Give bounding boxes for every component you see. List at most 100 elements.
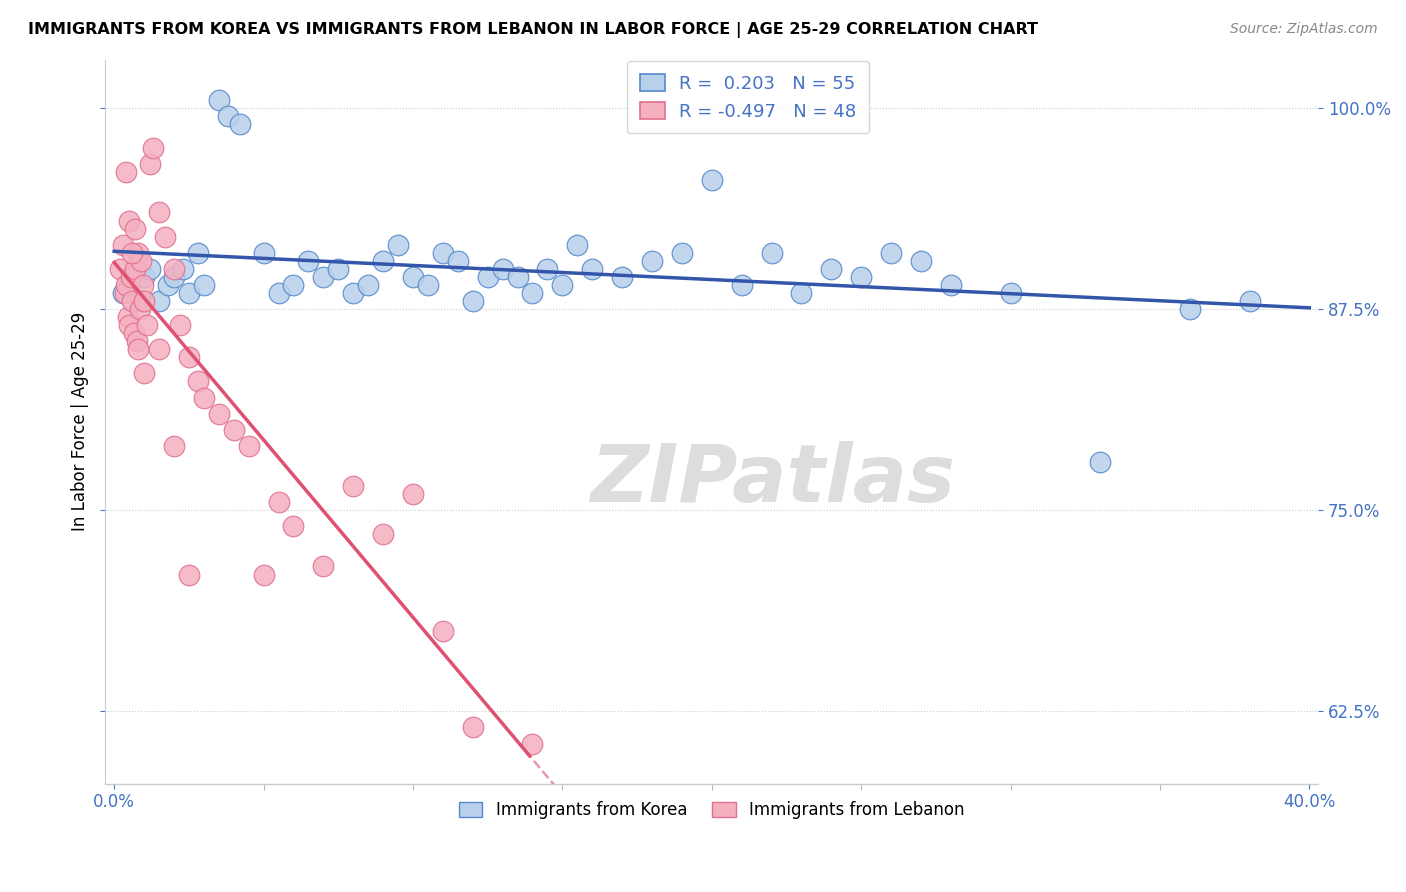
Point — [163, 269, 186, 284]
Point — [536, 261, 558, 276]
Point — [283, 277, 305, 292]
Point — [641, 253, 664, 268]
Point — [124, 261, 146, 276]
Point — [880, 245, 903, 260]
Point — [108, 261, 131, 276]
Point — [132, 293, 155, 308]
Point — [1088, 455, 1111, 469]
Point — [522, 285, 544, 300]
Point — [112, 285, 135, 300]
Point — [939, 277, 962, 292]
Point — [193, 277, 215, 292]
Point — [581, 261, 603, 276]
Point — [849, 269, 872, 284]
Point — [297, 253, 319, 268]
Point — [461, 720, 484, 734]
Point — [208, 407, 231, 421]
Point — [551, 277, 574, 292]
Point — [432, 624, 454, 638]
Point — [208, 93, 231, 107]
Point — [820, 261, 842, 276]
Point — [700, 173, 723, 187]
Point — [283, 519, 305, 533]
Point — [187, 245, 209, 260]
Point — [402, 269, 425, 284]
Point — [118, 277, 141, 292]
Point — [1000, 285, 1022, 300]
Point — [193, 391, 215, 405]
Point — [506, 269, 529, 284]
Point — [163, 439, 186, 453]
Point — [118, 318, 141, 332]
Point — [238, 439, 260, 453]
Point — [139, 157, 162, 171]
Point — [1239, 293, 1261, 308]
Point — [252, 245, 274, 260]
Point — [267, 495, 290, 509]
Point — [132, 269, 155, 284]
Point — [387, 237, 409, 252]
Point — [117, 310, 139, 324]
Point — [312, 559, 335, 574]
Text: ZIPatlas: ZIPatlas — [591, 441, 955, 518]
Point — [177, 567, 200, 582]
Point — [491, 261, 513, 276]
Point — [132, 367, 155, 381]
Point — [156, 277, 179, 292]
Text: IMMIGRANTS FROM KOREA VS IMMIGRANTS FROM LEBANON IN LABOR FORCE | AGE 25-29 CORR: IMMIGRANTS FROM KOREA VS IMMIGRANTS FROM… — [28, 22, 1038, 38]
Point — [122, 326, 145, 340]
Point — [131, 277, 153, 292]
Point — [522, 737, 544, 751]
Point — [121, 293, 143, 308]
Point — [342, 479, 364, 493]
Point — [148, 343, 170, 357]
Point — [114, 285, 136, 300]
Point — [567, 237, 589, 252]
Point — [128, 301, 150, 316]
Point — [371, 253, 394, 268]
Point — [112, 237, 135, 252]
Point — [222, 423, 245, 437]
Point — [610, 269, 633, 284]
Point — [115, 165, 138, 179]
Point — [267, 285, 290, 300]
Point — [169, 318, 191, 332]
Point — [127, 245, 149, 260]
Point — [357, 277, 380, 292]
Point — [120, 269, 142, 284]
Legend: Immigrants from Korea, Immigrants from Lebanon: Immigrants from Korea, Immigrants from L… — [453, 795, 972, 826]
Point — [790, 285, 813, 300]
Point — [217, 109, 239, 123]
Point — [1178, 301, 1201, 316]
Point — [177, 351, 200, 365]
Point — [447, 253, 470, 268]
Point — [129, 293, 152, 308]
Point — [328, 261, 350, 276]
Point — [761, 245, 783, 260]
Point — [136, 318, 159, 332]
Point — [416, 277, 439, 292]
Point — [402, 487, 425, 501]
Point — [910, 253, 932, 268]
Point — [124, 221, 146, 235]
Point — [461, 293, 484, 308]
Point — [118, 213, 141, 227]
Point — [342, 285, 364, 300]
Point — [163, 261, 186, 276]
Point — [121, 245, 143, 260]
Point — [730, 277, 752, 292]
Point — [177, 285, 200, 300]
Point — [148, 205, 170, 219]
Point — [115, 277, 138, 292]
Point — [139, 261, 162, 276]
Point — [477, 269, 499, 284]
Point — [172, 261, 194, 276]
Point — [142, 141, 165, 155]
Text: Source: ZipAtlas.com: Source: ZipAtlas.com — [1230, 22, 1378, 37]
Point — [312, 269, 335, 284]
Point — [124, 261, 146, 276]
Point — [671, 245, 693, 260]
Point — [432, 245, 454, 260]
Point — [187, 375, 209, 389]
Point — [371, 527, 394, 541]
